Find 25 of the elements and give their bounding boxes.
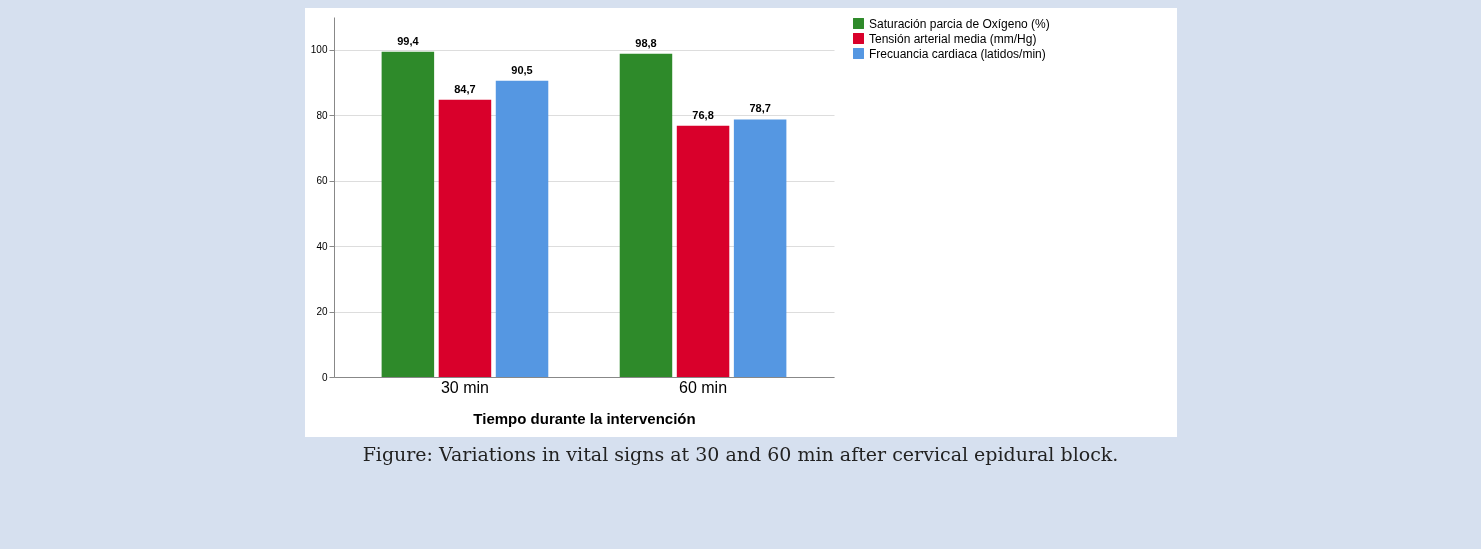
legend-label: Saturación parcia de Oxígeno (%) — [868, 16, 1050, 31]
data-label: 76,8 — [691, 108, 714, 121]
x-axis-title: Tiempo durante la intervención — [472, 409, 696, 427]
y-tick-label: 0 — [321, 371, 328, 383]
bar — [495, 80, 548, 377]
data-label: 78,7 — [748, 102, 771, 115]
y-tick-label: 100 — [310, 44, 328, 56]
bar — [619, 53, 672, 377]
data-label: 98,8 — [634, 36, 657, 49]
bar — [733, 119, 786, 377]
y-tick-label: 80 — [315, 109, 328, 121]
x-tick-label: 30 min — [440, 378, 489, 396]
bar — [381, 51, 434, 377]
data-label: 90,5 — [510, 63, 533, 76]
text: Figure: Variations in vital signs at 30 and 60 min after cervical epidural block. — [361, 443, 1120, 465]
legend-label: Frecuancia cardiaca (latidos/min) — [868, 46, 1046, 61]
bar — [676, 125, 729, 377]
legend-label: Tensión arterial media (mm/Hg) — [868, 31, 1036, 46]
data-label: 99,4 — [396, 34, 419, 47]
bar — [438, 99, 491, 377]
y-tick-label: 60 — [315, 175, 328, 187]
y-tick-label: 40 — [315, 240, 328, 252]
data-label: 84,7 — [453, 82, 476, 95]
y-tick-label: 20 — [315, 306, 328, 318]
x-tick-label: 60 min — [678, 378, 727, 396]
